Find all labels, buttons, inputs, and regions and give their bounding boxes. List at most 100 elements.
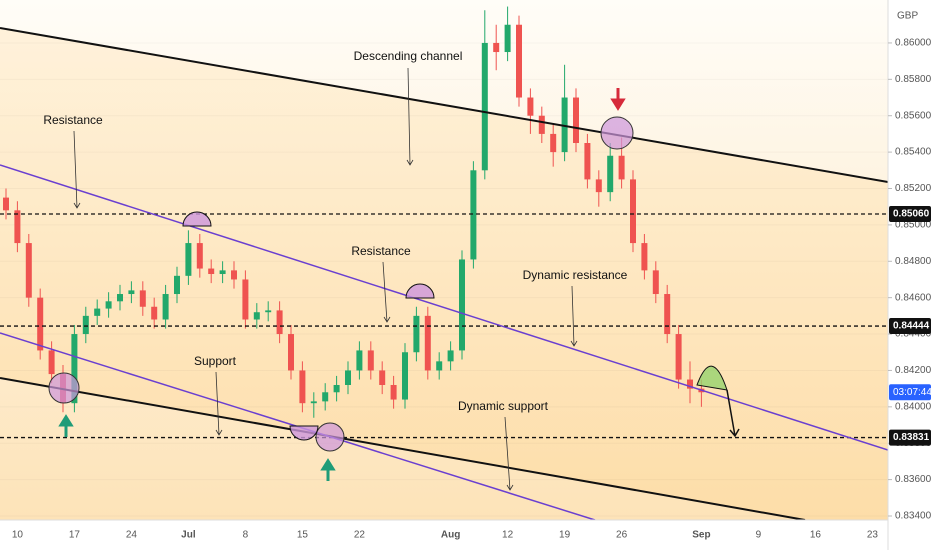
- candle-body: [333, 384, 340, 393]
- candle-body: [196, 243, 203, 269]
- annotation: Dynamic support: [458, 399, 549, 413]
- candle-body: [310, 401, 317, 404]
- projection-arrow: [726, 389, 740, 438]
- pointers: [73, 67, 578, 491]
- level-label: 0.85060: [893, 209, 930, 220]
- candle-body: [162, 294, 169, 320]
- candle-body: [436, 361, 443, 371]
- annotation: Resistance: [351, 244, 411, 258]
- y-tick-label: 0.84600: [895, 292, 932, 303]
- candle-body: [71, 334, 78, 404]
- countdown-label: 03:07:44: [893, 387, 932, 398]
- y-tick-label: 0.86000: [895, 38, 932, 49]
- x-tick-label: 24: [126, 530, 138, 541]
- candle-body: [345, 370, 351, 385]
- candle-body: [470, 170, 477, 260]
- candle-body: [3, 197, 9, 211]
- channel-top: [0, 27, 888, 183]
- x-tick-label: Jul: [181, 530, 196, 541]
- overlays: Descending channel Resistance Resistance…: [0, 27, 888, 520]
- x-tick-label: 10: [12, 530, 24, 541]
- x-tick-label: 9: [756, 530, 762, 541]
- candle-body: [356, 350, 363, 371]
- candle-body: [128, 290, 135, 295]
- x-tick-label: Sep: [692, 530, 710, 541]
- y-tick-label: 0.84000: [895, 401, 932, 412]
- y-tick-label: 0.83600: [895, 474, 932, 485]
- countdown-box: [889, 384, 931, 401]
- candle-body: [82, 315, 89, 335]
- candle-body: [527, 97, 534, 116]
- plot-background: [0, 0, 888, 520]
- y-tick-label: 0.84800: [895, 256, 932, 267]
- arc-mark: [405, 283, 435, 299]
- y-tick-label: 0.85200: [895, 183, 932, 194]
- candle-body: [288, 334, 294, 371]
- y-tick-label: 0.85000: [895, 220, 932, 231]
- candle-body: [447, 350, 454, 362]
- x-tick-label: 15: [297, 530, 309, 541]
- candle-body: [618, 155, 625, 180]
- up-arrow: [58, 414, 74, 437]
- candle-body: [25, 243, 32, 298]
- candle-body: [664, 294, 671, 335]
- x-tick-label: 16: [810, 530, 822, 541]
- highlight-circle: [315, 422, 345, 452]
- y-tick-label: 0.84400: [895, 329, 932, 340]
- candle-body: [424, 315, 431, 371]
- highlight-circle: [600, 116, 634, 150]
- annotation: Support: [194, 354, 237, 368]
- candle-body: [208, 268, 215, 275]
- channel-bottom: [0, 377, 806, 520]
- candle-body: [459, 259, 465, 351]
- candle-body: [322, 392, 329, 402]
- level-label: 0.84444: [893, 321, 930, 332]
- candle-body: [504, 24, 511, 53]
- candle-body: [675, 334, 682, 380]
- axes: 0.834000.836000.838000.840000.842000.844…: [12, 38, 932, 541]
- candle-body: [185, 243, 192, 276]
- channel-fill: [0, 28, 888, 520]
- x-tick-label: 17: [69, 530, 81, 541]
- candle-body: [550, 133, 557, 153]
- candle-body: [48, 350, 55, 375]
- candle-body: [538, 115, 545, 134]
- candle-body: [561, 97, 568, 153]
- up-arrow: [320, 458, 336, 481]
- candle-body: [105, 301, 112, 309]
- candle-body: [413, 315, 420, 353]
- x-tick-label: Aug: [441, 530, 460, 541]
- candle-body: [595, 179, 602, 193]
- level-box: [889, 205, 931, 222]
- candle-body: [265, 310, 272, 313]
- highlight-circle: [48, 372, 80, 404]
- candle-body: [516, 24, 522, 98]
- x-tick-label: 22: [354, 530, 366, 541]
- candle-body: [117, 294, 123, 302]
- candle-body: [276, 310, 283, 335]
- x-tick-label: 23: [867, 530, 879, 541]
- candle-body: [584, 143, 591, 180]
- candle-body: [630, 179, 636, 244]
- annotation: Dynamic resistance: [523, 268, 628, 282]
- candle-body: [151, 306, 158, 320]
- candle-body: [174, 275, 180, 295]
- dynamic-resistance-line: [0, 164, 888, 451]
- candle-body: [687, 379, 693, 389]
- x-tick-label: 12: [502, 530, 514, 541]
- y-tick-label: 0.85800: [895, 74, 932, 85]
- candle-body: [37, 297, 44, 351]
- x-tick-label: 19: [559, 530, 571, 541]
- drawings: [0, 28, 888, 520]
- annotation: Resistance: [43, 113, 103, 127]
- candle-body: [219, 270, 226, 275]
- level-box: [889, 318, 931, 335]
- candle-body: [493, 42, 500, 53]
- down-arrow: [610, 88, 626, 111]
- projection-arc: [696, 365, 728, 391]
- candle-body: [231, 270, 237, 280]
- y-tick-label: 0.84200: [895, 365, 932, 376]
- arc-mark: [289, 425, 319, 441]
- level-label: 0.83831: [893, 432, 930, 443]
